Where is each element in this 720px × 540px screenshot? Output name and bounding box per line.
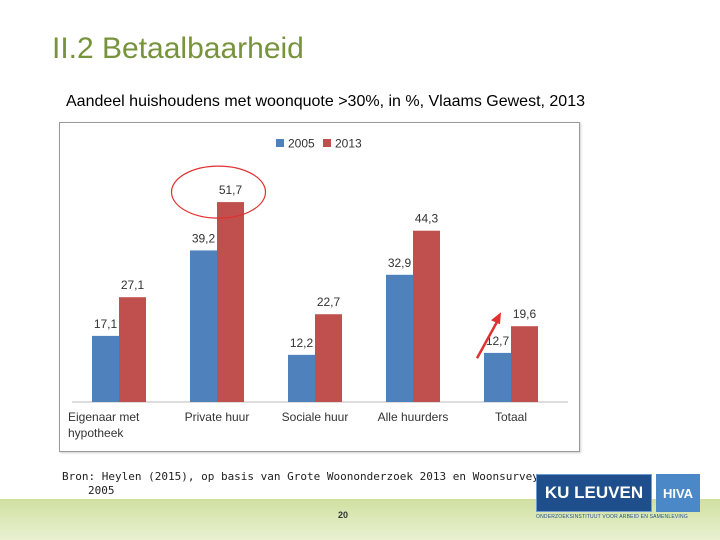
bar-2005-4 (484, 352, 511, 402)
data-label-2005-1: 39,2 (192, 231, 216, 245)
slide-title: II.2 Betaalbaarheid (52, 32, 304, 65)
data-label-2005-3: 32,9 (388, 256, 412, 270)
data-label-2013-0: 27,1 (121, 278, 145, 292)
arrow-annotation-shaft (475, 317, 501, 359)
legend-swatch-2013 (323, 139, 331, 147)
bar-2013-1 (217, 202, 244, 402)
category-label-4-0: Totaal (495, 410, 527, 424)
source-line-1: Bron: Heylen (2015), op basis van Grote … (62, 470, 539, 483)
data-label-2013-3: 44,3 (415, 212, 439, 226)
category-label-0-1: hypotheek (68, 426, 124, 440)
data-label-2005-2: 12,2 (290, 336, 314, 350)
category-label-1-0: Private huur (185, 410, 250, 424)
bar-chart: 2005 2013 17,1 27,1 39,2 51,7 12,2 22,7 32,9 44,… (68, 137, 568, 440)
ku-leuven-hiva-logo: KU LEUVEN HIVA ONDERZOEKSINSTITUUT VOOR … (536, 474, 700, 520)
source-line-2: 2005 (88, 484, 115, 497)
category-label-3-0: Alle huurders (378, 410, 449, 424)
legend-label-2005: 2005 (288, 137, 315, 151)
bar-2013-3 (413, 230, 440, 402)
bar-2005-2 (288, 354, 315, 402)
bar-2005-3 (386, 274, 413, 402)
source-note: Bron: Heylen (2015), op basis van Grote … (62, 470, 539, 498)
bar-2013-2 (315, 314, 342, 402)
bar-2005-1 (190, 250, 217, 402)
bar-2013-0 (119, 297, 146, 402)
category-label-2-0: Sociale huur (282, 410, 349, 424)
bar-2013-4 (511, 326, 538, 402)
hiva-logo: HIVA (656, 474, 700, 512)
data-label-2005-4: 12,7 (486, 334, 510, 348)
legend-swatch-2005 (276, 139, 284, 147)
category-label-0-0: Eigenaar met (68, 410, 140, 424)
data-label-2013-4: 19,6 (513, 307, 537, 321)
ku-leuven-logo: KU LEUVEN (536, 474, 652, 512)
chart-legend: 2005 2013 (276, 137, 362, 151)
highlight-circle-annotation (170, 165, 267, 219)
chart-frame: 2005 2013 17,1 27,1 39,2 51,7 12,2 22,7 32,9 44,… (59, 122, 580, 452)
data-label-2013-1: 51,7 (219, 183, 243, 197)
page-number: 20 (338, 510, 349, 520)
data-label-2013-2: 22,7 (317, 295, 341, 309)
bar-2005-0 (92, 335, 119, 402)
data-label-2005-0: 17,1 (94, 317, 118, 331)
chart-subtitle: Aandeel huishoudens met woonquote >30%, … (66, 93, 585, 110)
logo-subtext: ONDERZOEKSINSTITUUT VOOR ARBEID EN SAMEN… (536, 514, 688, 520)
legend-label-2013: 2013 (335, 137, 362, 151)
arrow-annotation-head (491, 312, 501, 325)
